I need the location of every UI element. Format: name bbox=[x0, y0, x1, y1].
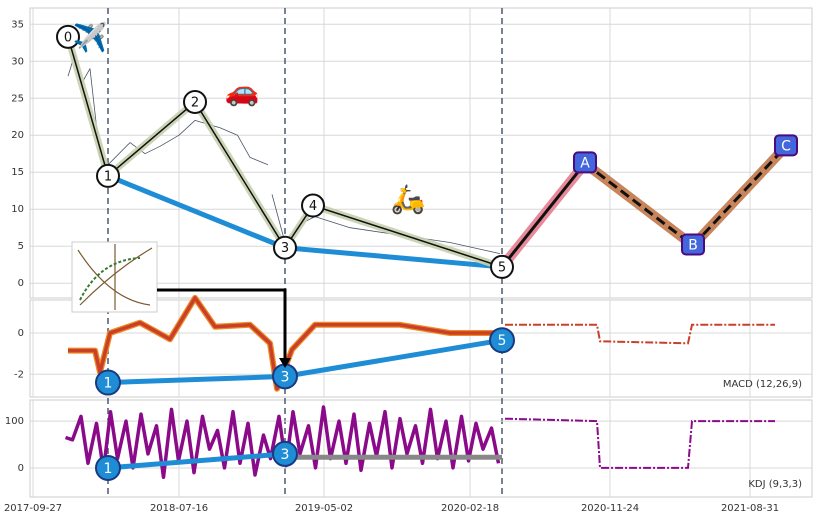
wave-label: 1 bbox=[104, 169, 112, 184]
inset-curve bbox=[77, 244, 153, 310]
projection-label: B bbox=[688, 237, 698, 253]
y-tick-label: 35 bbox=[11, 19, 24, 30]
marker-label: 5 bbox=[498, 333, 507, 349]
y-tick-label: -2 bbox=[14, 369, 24, 380]
wave-point bbox=[96, 163, 120, 188]
panel-label: MACD (12,26,9) bbox=[723, 379, 802, 390]
y-tick-label: 25 bbox=[11, 93, 24, 104]
wave-label: 5 bbox=[498, 260, 506, 275]
macd-line bbox=[68, 296, 500, 391]
projection-point bbox=[681, 233, 705, 256]
y-tick-label: 5 bbox=[18, 241, 24, 252]
y-tick-label: 15 bbox=[11, 167, 24, 178]
wave-point bbox=[56, 24, 80, 49]
wave-point bbox=[183, 89, 207, 114]
kdj-line bbox=[64, 405, 501, 480]
projection-point bbox=[573, 151, 597, 174]
wave-label: 2 bbox=[191, 95, 199, 110]
wave-point bbox=[273, 235, 297, 260]
inset bbox=[71, 241, 158, 313]
wave-line bbox=[67, 36, 503, 268]
wave-point bbox=[301, 193, 325, 218]
x-tick-label: 2020-11-24 bbox=[581, 503, 639, 514]
y-tick-label: 0 bbox=[18, 328, 24, 339]
y-tick-label: 30 bbox=[11, 56, 24, 67]
x-tick-label: 2019-05-02 bbox=[295, 503, 353, 514]
marker-label: 1 bbox=[104, 376, 113, 392]
trend-line bbox=[107, 451, 286, 471]
marker bbox=[95, 369, 121, 396]
projection-line bbox=[500, 162, 587, 268]
wave-label: 3 bbox=[281, 241, 289, 256]
y-tick-label: 10 bbox=[11, 204, 24, 215]
x-tick-label: 2021-08-31 bbox=[721, 503, 779, 514]
icon: 🚗 bbox=[225, 74, 260, 107]
marker-label: 3 bbox=[281, 447, 290, 463]
y-tick-label: 0 bbox=[18, 463, 24, 474]
projection-line bbox=[691, 145, 788, 247]
kdj-forecast bbox=[504, 417, 775, 469]
marker bbox=[95, 454, 121, 481]
wave-point bbox=[490, 254, 514, 279]
projection-label: C bbox=[781, 138, 791, 154]
x-tick-label: 2018-07-16 bbox=[150, 503, 208, 514]
marker bbox=[489, 327, 515, 354]
projection-point bbox=[774, 134, 798, 157]
annotation-layer: A B C 0 1 2 3 4 5 ✈️ 🚗 🛵 1 3 5 1 3 bbox=[56, 20, 798, 481]
wave-label: 4 bbox=[309, 199, 317, 214]
grid-layer bbox=[30, 8, 812, 497]
wave-label: 0 bbox=[64, 30, 72, 45]
projection-label: A bbox=[580, 155, 590, 171]
arrow-head bbox=[279, 358, 291, 368]
x-tick-label: 2020-02-18 bbox=[441, 503, 499, 514]
icon: ✈️ bbox=[73, 20, 108, 54]
icon: 🛵 bbox=[391, 182, 426, 215]
y-tick-label: 100 bbox=[5, 416, 24, 427]
y-tick-label: 0 bbox=[18, 278, 24, 289]
connector-arrow bbox=[157, 288, 287, 362]
macd-forecast bbox=[505, 323, 775, 345]
marker-label: 3 bbox=[281, 369, 290, 385]
projection-line bbox=[584, 162, 694, 247]
y-tick-label: 20 bbox=[11, 130, 24, 141]
marker-label: 1 bbox=[104, 461, 113, 477]
marker bbox=[272, 440, 298, 467]
inset-curve bbox=[79, 257, 141, 301]
x-tick-label: 2017-09-27 bbox=[4, 503, 62, 514]
panel-label: KDJ (9,3,3) bbox=[748, 479, 802, 490]
